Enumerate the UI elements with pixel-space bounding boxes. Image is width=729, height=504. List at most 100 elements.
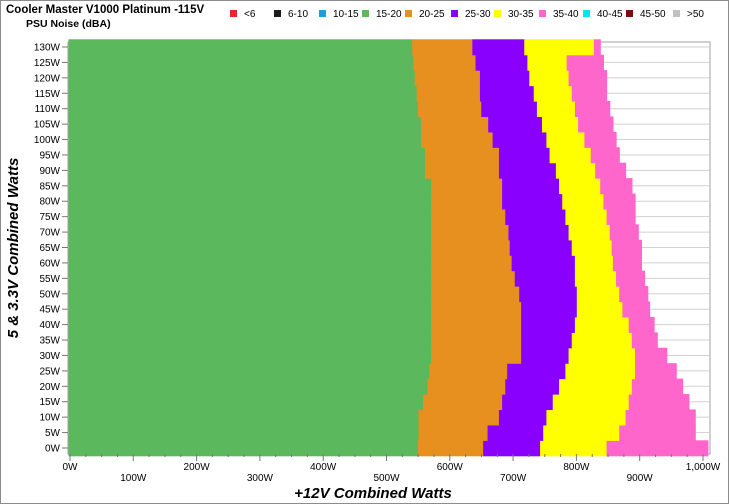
legend-label-8: 40-45 [597, 9, 623, 20]
band-cell-19-2 [498, 147, 551, 164]
band-cell-11-2 [514, 270, 576, 287]
legend-swatch-6 [494, 10, 501, 17]
band-cell-24-1 [414, 70, 481, 87]
band-cell-7-0 [68, 332, 432, 349]
y-tick-label-16: 80W [39, 197, 60, 208]
band-cell-13-1 [431, 239, 511, 256]
band-cell-14-4 [609, 224, 639, 241]
band-cell-26-2 [472, 39, 525, 56]
band-cell-11-0 [68, 270, 432, 287]
band-cell-2-0 [68, 409, 420, 426]
x-tick-label-upper-2: 500W [373, 473, 400, 484]
x-tick-label-lower-2: 400W [310, 462, 337, 473]
band-cell-10-2 [519, 286, 578, 303]
band-cell-12-2 [511, 255, 576, 272]
legend-swatch-4 [405, 10, 412, 17]
band-cell-16-3 [562, 193, 604, 210]
legend-swatch-8 [583, 10, 590, 17]
band-cell-6-1 [431, 347, 522, 364]
band-cell-25-0 [68, 54, 415, 71]
legend-label-3: 15-20 [376, 9, 402, 20]
y-tick-label-2: 10W [39, 413, 60, 424]
band-cell-20-4 [584, 131, 617, 148]
band-cell-15-2 [505, 208, 566, 225]
band-cell-4-4 [631, 378, 684, 395]
band-cell-8-1 [431, 316, 522, 333]
band-cell-8-0 [68, 316, 432, 333]
band-cell-6-0 [68, 347, 432, 364]
band-cell-13-3 [571, 239, 613, 256]
band-cell-6-2 [521, 347, 570, 364]
legend-swatch-1 [274, 10, 281, 17]
band-cell-25-2 [475, 54, 529, 71]
y-tick-label-15: 75W [39, 212, 60, 223]
band-cell-0-1 [417, 440, 484, 457]
y-tick-label-14: 70W [39, 228, 60, 239]
band-cell-5-1 [429, 363, 508, 380]
band-cell-13-0 [68, 239, 432, 256]
band-cell-21-3 [541, 116, 579, 133]
band-cell-25-4 [566, 54, 604, 71]
y-tick-label-8: 40W [39, 320, 60, 331]
band-cell-26-0 [68, 39, 413, 56]
band-cell-1-3 [543, 424, 620, 441]
band-cell-0-4 [606, 440, 709, 457]
band-cell-3-4 [628, 394, 690, 411]
band-cell-6-4 [635, 347, 668, 364]
band-cell-24-4 [568, 70, 608, 87]
band-cell-22-1 [417, 100, 482, 117]
y-tick-label-20: 100W [34, 135, 61, 146]
band-cell-4-0 [68, 378, 429, 395]
band-cell-1-1 [418, 424, 489, 441]
band-cell-22-0 [68, 100, 419, 117]
y-tick-label-19: 95W [39, 150, 60, 161]
y-tick-label-7: 35W [39, 336, 60, 347]
legend-label-0: <6 [244, 9, 256, 20]
band-cell-0-2 [483, 440, 541, 457]
band-cell-16-4 [603, 193, 636, 210]
legend-swatch-0 [230, 10, 237, 17]
band-cell-20-3 [546, 131, 585, 148]
band-cell-12-3 [574, 255, 614, 272]
band-cell-19-0 [68, 147, 426, 164]
y-tick-label-6: 30W [39, 351, 60, 362]
band-cell-1-4 [619, 424, 696, 441]
y-tick-label-21: 105W [34, 120, 61, 131]
band-cell-19-4 [590, 147, 620, 164]
band-cell-24-2 [479, 70, 530, 87]
chart-legend: <6 6-10 10-15 15-20 20-25 25-30 30-35 35-40 40-4… [230, 9, 704, 20]
legend-label-4: 20-25 [419, 9, 445, 20]
band-cell-3-2 [502, 394, 554, 411]
x-axis-label: +12V Combined Watts [294, 485, 452, 502]
band-cell-20-0 [68, 131, 422, 148]
band-cell-9-3 [576, 301, 623, 318]
band-cell-4-2 [505, 378, 560, 395]
legend-label-5: 25-30 [465, 9, 491, 20]
band-cell-14-0 [68, 224, 432, 241]
y-tick-label-23: 115W [35, 89, 61, 100]
y-axis-label: 5 & 3.3V Combined Watts [5, 158, 22, 339]
band-cell-22-2 [481, 100, 538, 117]
band-cell-18-3 [555, 162, 596, 179]
band-cell-12-0 [68, 255, 432, 272]
x-tick-label-upper-0: 100W [120, 473, 147, 484]
legend-label-9: 45-50 [640, 9, 666, 20]
y-tick-label-3: 15W [39, 397, 60, 408]
legend-label-2: 10-15 [333, 9, 359, 20]
band-cell-20-2 [492, 131, 548, 148]
x-tick-label-upper-4: 900W [627, 473, 654, 484]
band-cell-3-3 [552, 394, 630, 411]
band-cell-23-1 [416, 85, 481, 102]
y-tick-label-13: 65W [39, 243, 60, 254]
band-cell-10-0 [68, 286, 432, 303]
band-cell-18-0 [68, 162, 426, 179]
band-cell-22-4 [574, 100, 611, 117]
y-tick-label-10: 50W [39, 289, 60, 300]
band-cell-16-0 [68, 193, 432, 210]
band-cell-9-2 [521, 301, 578, 318]
y-tick-label-18: 90W [39, 166, 60, 177]
legend-swatch-9 [626, 10, 633, 17]
band-cell-6-3 [568, 347, 636, 364]
legend-label-7: 35-40 [553, 9, 579, 20]
band-cell-13-4 [611, 239, 642, 256]
